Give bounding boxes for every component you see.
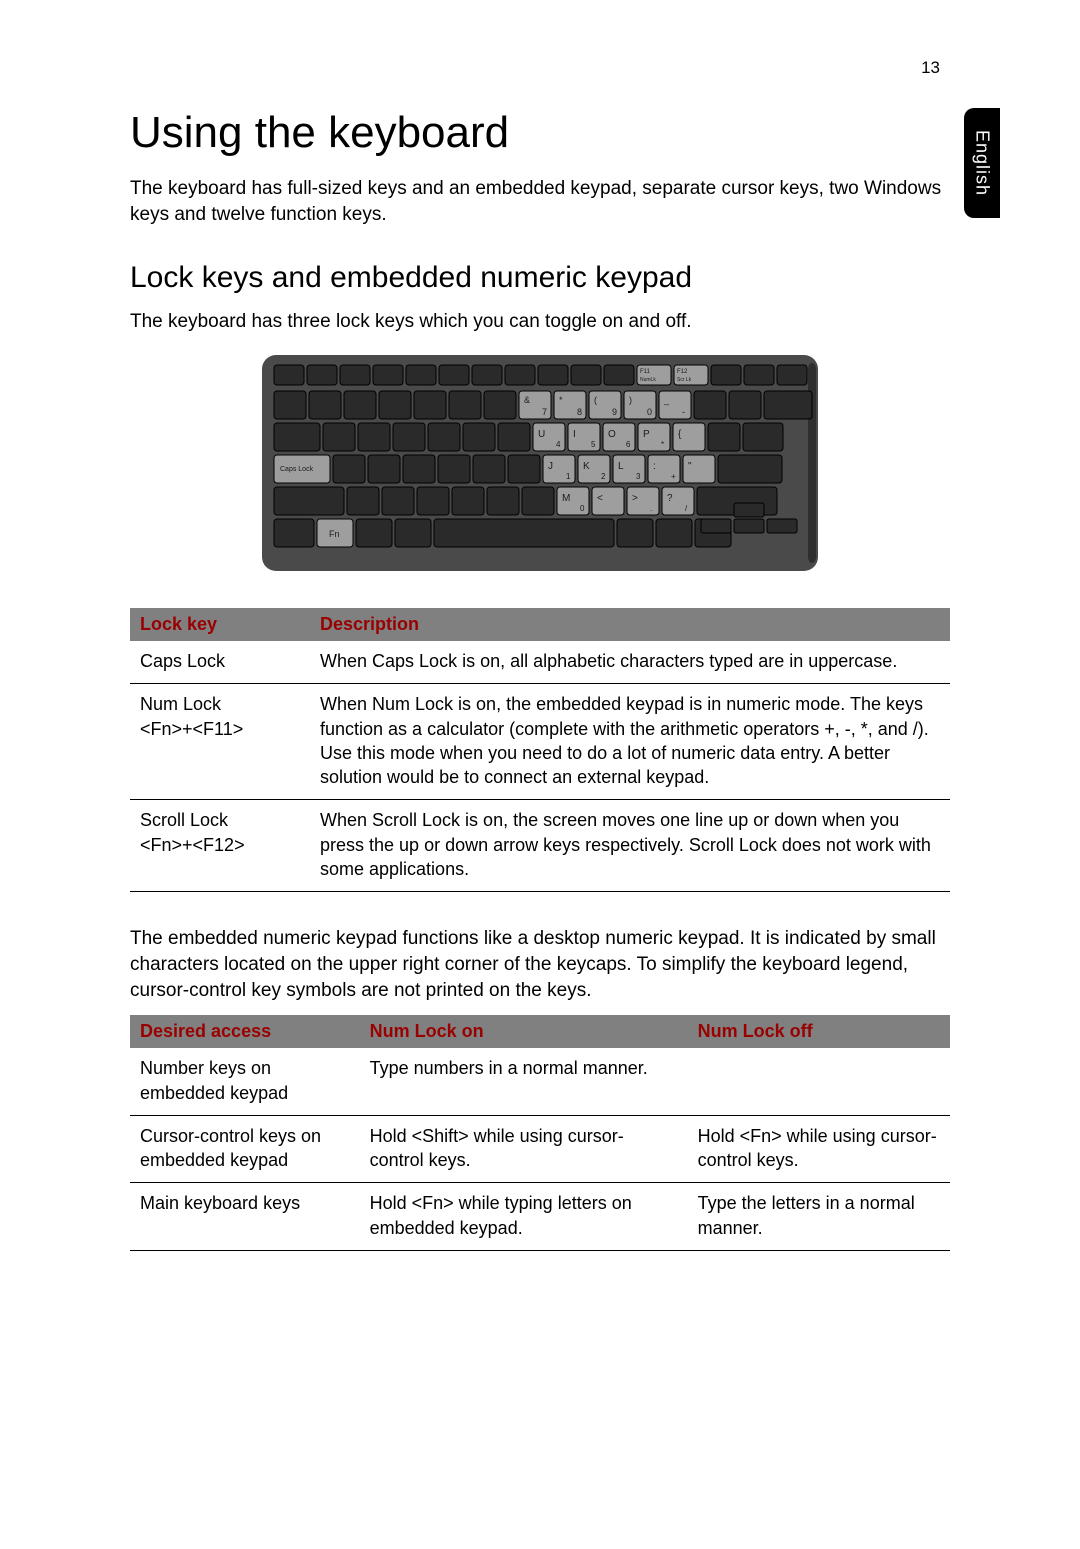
svg-text::: : [653, 461, 656, 472]
svg-text:?: ? [667, 493, 673, 504]
svg-text:L: L [618, 461, 624, 472]
svg-text:0: 0 [647, 407, 652, 417]
svg-text:7: 7 [542, 407, 547, 417]
table-row: Cursor-control keys on embedded keypadHo… [130, 1115, 950, 1183]
table-header: Num Lock off [688, 1015, 950, 1048]
table-cell: Caps Lock [130, 641, 310, 684]
svg-text:<: < [597, 493, 603, 504]
svg-text:+: + [671, 472, 676, 481]
svg-text:Scr Lk: Scr Lk [677, 377, 692, 383]
svg-text:J: J [548, 461, 553, 472]
table-row: Number keys on embedded keypadType numbe… [130, 1048, 950, 1115]
table-cell: When Num Lock is on, the embedded keypad… [310, 684, 950, 800]
table-header: Num Lock on [360, 1015, 688, 1048]
keyboard-illustration: F11NumLkF12Scr Lk&7*8(9)0_-U4I5O6P*{Caps… [130, 353, 950, 578]
table-cell: Number keys on embedded keypad [130, 1048, 360, 1115]
svg-text:_: _ [663, 395, 670, 405]
table-cell: Scroll Lock<Fn>+<F12> [130, 800, 310, 892]
page: 13 English Using the keyboard The keyboa… [0, 0, 1080, 1549]
svg-text:M: M [562, 493, 570, 504]
page-title: Using the keyboard [130, 108, 950, 158]
svg-text:6: 6 [626, 440, 631, 449]
svg-text:I: I [573, 429, 576, 440]
table-header: Desired access [130, 1015, 360, 1048]
table-cell: When Caps Lock is on, all alphabetic cha… [310, 641, 950, 684]
table-row: Caps LockWhen Caps Lock is on, all alpha… [130, 641, 950, 684]
svg-text:8: 8 [577, 407, 582, 417]
svg-text:NumLk: NumLk [640, 377, 656, 383]
svg-text:*: * [661, 440, 664, 449]
table-row: Num Lock<Fn>+<F11>When Num Lock is on, t… [130, 684, 950, 800]
svg-text:Fn: Fn [329, 529, 340, 539]
table-cell: Type the letters in a normal manner. [688, 1183, 950, 1251]
svg-text:*: * [559, 395, 563, 405]
svg-text:&: & [524, 395, 530, 405]
svg-text:): ) [629, 395, 632, 405]
svg-text:F12: F12 [677, 369, 688, 375]
table-cell: Hold <Shift> while using cursor-control … [360, 1115, 688, 1183]
table-cell: Num Lock<Fn>+<F11> [130, 684, 310, 800]
table-cell: Main keyboard keys [130, 1183, 360, 1251]
table-cell: When Scroll Lock is on, the screen moves… [310, 800, 950, 892]
svg-text:3: 3 [636, 472, 641, 481]
numlock-access-table: Desired access Num Lock on Num Lock off … [130, 1015, 950, 1251]
table-cell: Cursor-control keys on embedded keypad [130, 1115, 360, 1183]
svg-text:5: 5 [591, 440, 596, 449]
section-lead: The keyboard has three lock keys which y… [130, 309, 950, 335]
svg-text:4: 4 [556, 440, 561, 449]
table-cell [688, 1048, 950, 1115]
intro-paragraph: The keyboard has full-sized keys and an … [130, 176, 950, 227]
page-number: 13 [921, 58, 940, 78]
svg-text:-: - [682, 407, 685, 417]
svg-text:P: P [643, 429, 650, 440]
svg-text:": " [688, 461, 692, 472]
table-header: Description [310, 608, 950, 641]
table-cell: Hold <Fn> while using cursor-control key… [688, 1115, 950, 1183]
embedded-keypad-paragraph: The embedded numeric keypad functions li… [130, 926, 950, 1003]
table-cell: Type numbers in a normal manner. [360, 1048, 688, 1115]
lock-keys-table: Lock key Description Caps LockWhen Caps … [130, 608, 950, 892]
section-heading: Lock keys and embedded numeric keypad [130, 261, 950, 295]
svg-text:F11: F11 [640, 369, 651, 375]
svg-text:(: ( [594, 395, 597, 405]
language-tab: English [964, 108, 1000, 218]
svg-text:>: > [632, 493, 638, 504]
svg-text:1: 1 [566, 472, 571, 481]
table-row: Main keyboard keysHold <Fn> while typing… [130, 1183, 950, 1251]
svg-text:9: 9 [612, 407, 617, 417]
table-header: Lock key [130, 608, 310, 641]
svg-text:0: 0 [580, 504, 585, 513]
table-row: Scroll Lock<Fn>+<F12>When Scroll Lock is… [130, 800, 950, 892]
svg-text:U: U [538, 429, 545, 440]
svg-text:O: O [608, 429, 616, 440]
svg-text:K: K [583, 461, 590, 472]
table-cell: Hold <Fn> while typing letters on embedd… [360, 1183, 688, 1251]
svg-text:Caps Lock: Caps Lock [280, 466, 314, 473]
svg-text:2: 2 [601, 472, 606, 481]
svg-text:.: . [650, 504, 652, 513]
